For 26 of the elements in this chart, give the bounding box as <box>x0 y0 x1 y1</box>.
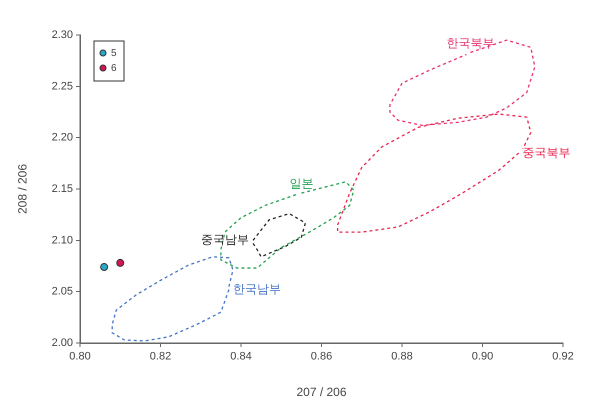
x-tick-label: 0.84 <box>230 350 252 363</box>
y-axis-title: 208 / 206 <box>16 164 30 214</box>
line-series <box>389 39 536 126</box>
x-tick-label: 0.82 <box>150 350 172 363</box>
line-series <box>112 256 234 342</box>
x-tick-label: 0.86 <box>310 350 332 363</box>
series-label: 한국남부 <box>232 282 281 296</box>
line-series <box>252 212 306 258</box>
series-label: 중국북부 <box>522 145 571 160</box>
y-tick-label: 2.30 <box>52 29 73 42</box>
x-tick-label: 0.88 <box>391 350 413 363</box>
x-tick-label: 0.80 <box>69 350 91 363</box>
y-tick-label: 2.15 <box>52 183 73 196</box>
x-tick-label: 0.92 <box>552 350 574 363</box>
y-tick-label: 2.25 <box>52 80 73 92</box>
x-tick-label: 0.90 <box>472 350 494 363</box>
y-tick-label: 2.00 <box>52 337 73 350</box>
y-tick-label: 2.05 <box>52 286 73 298</box>
series-label: 일본 <box>289 176 314 190</box>
legend-label: 5 <box>111 48 117 59</box>
series-label: 중국남부 <box>201 232 250 247</box>
series-label: 한국북부 <box>446 36 494 50</box>
legend-label: 6 <box>111 62 117 74</box>
y-tick-label: 2.20 <box>52 132 73 144</box>
x-axis-title: 207 / 206 <box>296 385 347 400</box>
y-tick-label: 2.10 <box>52 234 73 246</box>
